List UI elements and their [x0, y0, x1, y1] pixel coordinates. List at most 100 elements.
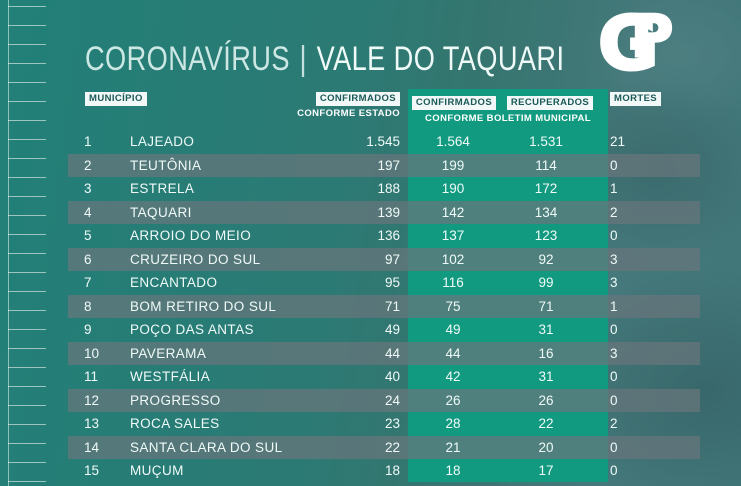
row-rank: 4: [84, 204, 92, 220]
row-confirmados-estado: 139: [377, 204, 400, 220]
row-confirmados-municipal: 102: [441, 251, 465, 267]
row-confirmados-municipal: 28: [445, 416, 461, 431]
row-confirmados-estado: 23: [384, 416, 400, 431]
row-confirmados-estado: 1.545: [366, 134, 400, 149]
table-row: 12 PROGRESSO 24 26 26 0: [68, 388, 700, 412]
row-confirmados-municipal: 199: [441, 157, 465, 173]
row-confirmados-municipal: 18: [445, 463, 461, 478]
row-municipality: TEUTÔNIA: [130, 157, 202, 173]
table-row: 7 ENCANTADO 95 116 99 3: [68, 271, 700, 295]
table-row: 15 MUÇUM 18 18 17 0: [68, 459, 700, 483]
row-confirmados-municipal: 75: [445, 298, 461, 314]
row-confirmados-estado: 188: [377, 181, 400, 196]
table-row: 1 LAJEADO 1.545 1.564 1.531 21: [68, 130, 700, 154]
row-mortes: 2: [610, 204, 618, 220]
row-municipality: CRUZEIRO DO SUL: [130, 251, 261, 267]
row-mortes: 1: [610, 298, 618, 314]
row-recuperados: 26: [538, 392, 554, 408]
table-row: 8 BOM RETIRO DO SUL 71 75 71 1: [68, 294, 700, 318]
row-municipality: TAQUARI: [130, 204, 192, 220]
row-rank: 5: [84, 228, 92, 243]
row-confirmados-municipal: 116: [442, 275, 464, 290]
table-row: 11 WESTFÁLIA 40 42 31 0: [68, 365, 700, 389]
gp-logo: GP: [597, 1, 728, 90]
col-header-confirmados-municipal: CONFIRMADOS: [411, 96, 497, 110]
row-confirmados-estado: 197: [377, 157, 400, 173]
row-municipality: LAJEADO: [130, 134, 195, 149]
table-row: 4 TAQUARI 139 142 134 2: [68, 200, 700, 224]
row-recuperados: 31: [538, 369, 554, 384]
title-topic: CORONAVÍRUS: [85, 40, 290, 78]
ruled-lines-decoration: [8, 0, 46, 486]
row-recuperados: 134: [534, 204, 558, 220]
row-municipality: WESTFÁLIA: [130, 369, 211, 384]
row-recuperados: 1.531: [529, 134, 563, 149]
row-confirmados-municipal: 44: [445, 345, 461, 361]
row-mortes: 0: [610, 463, 618, 478]
row-rank: 15: [84, 463, 100, 478]
row-recuperados: 20: [538, 439, 554, 455]
row-mortes: 0: [610, 322, 618, 337]
row-mortes: 3: [610, 345, 618, 361]
title-region: VALE DO TAQUARI: [316, 40, 565, 78]
row-rank: 7: [84, 275, 92, 290]
col-header-confirmados-estado: CONFIRMADOS: [315, 92, 400, 106]
row-confirmados-municipal: 142: [441, 204, 465, 220]
row-confirmados-municipal: 49: [445, 322, 461, 337]
row-municipality: ESTRELA: [130, 181, 195, 196]
col-header-mortes: MORTES: [610, 92, 662, 106]
row-mortes: 0: [610, 439, 618, 455]
row-rank: 1: [84, 134, 92, 149]
row-municipality: ROCA SALES: [130, 416, 220, 431]
row-mortes: 3: [610, 275, 618, 290]
col-header-recuperados-wrap: RECUPERADOS: [500, 92, 600, 110]
table-row: 2 TEUTÔNIA 197 199 114 0: [68, 153, 700, 177]
row-confirmados-estado: 22: [384, 439, 400, 455]
col-subheader-conforme-estado: CONFORME ESTADO: [297, 108, 400, 119]
table-row: 9 POÇO DAS ANTAS 49 49 31 0: [68, 318, 700, 342]
row-municipality: BOM RETIRO DO SUL: [130, 298, 277, 314]
row-municipality: PROGRESSO: [130, 392, 221, 408]
row-mortes: 21: [610, 134, 626, 149]
row-mortes: 0: [610, 228, 618, 243]
row-municipality: POÇO DAS ANTAS: [130, 322, 254, 337]
row-recuperados: 172: [534, 181, 558, 196]
page-title: CORONAVÍRUS | VALE DO TAQUARI: [85, 42, 564, 76]
row-confirmados-estado: 71: [384, 298, 400, 314]
title-separator: |: [299, 40, 307, 78]
table-row: 5 ARROIO DO MEIO 136 137 123 0: [68, 224, 700, 248]
row-confirmados-municipal: 190: [441, 181, 465, 196]
table-row: 3 ESTRELA 188 190 172 1: [68, 177, 700, 201]
row-rank: 9: [84, 322, 92, 337]
row-confirmados-estado: 136: [377, 228, 400, 243]
gp-logo-letter-p: P: [630, 1, 675, 72]
col-header-municipio: MUNICÍPIO: [85, 92, 147, 106]
row-confirmados-estado: 49: [384, 322, 400, 337]
row-mortes: 0: [610, 369, 618, 384]
row-confirmados-municipal: 26: [445, 392, 461, 408]
row-rank: 11: [84, 369, 99, 384]
row-rank: 10: [84, 345, 100, 361]
table-row: 6 CRUZEIRO DO SUL 97 102 92 3: [68, 247, 700, 271]
row-confirmados-estado: 97: [384, 251, 400, 267]
row-confirmados-municipal: 1.564: [436, 134, 470, 149]
row-recuperados: 17: [538, 463, 554, 478]
table-row: 13 ROCA SALES 23 28 22 2: [68, 412, 700, 436]
row-municipality: ENCANTADO: [130, 275, 218, 290]
row-recuperados: 99: [538, 275, 554, 290]
row-recuperados: 31: [538, 322, 554, 337]
row-rank: 2: [84, 157, 92, 173]
row-rank: 8: [84, 298, 92, 314]
col-header-confirmados-municipal-wrap: CONFIRMADOS: [408, 92, 500, 110]
row-municipality: SANTA CLARA DO SUL: [130, 439, 283, 455]
row-mortes: 0: [610, 392, 618, 408]
row-rank: 3: [84, 181, 92, 196]
row-confirmados-estado: 44: [384, 345, 400, 361]
row-confirmados-municipal: 137: [441, 228, 465, 243]
row-mortes: 0: [610, 157, 618, 173]
table-row: 14 SANTA CLARA DO SUL 22 21 20 0: [68, 435, 700, 459]
table-row: 10 PAVERAMA 44 44 16 3: [68, 341, 700, 365]
row-mortes: 1: [610, 181, 618, 196]
row-municipality: PAVERAMA: [130, 345, 207, 361]
